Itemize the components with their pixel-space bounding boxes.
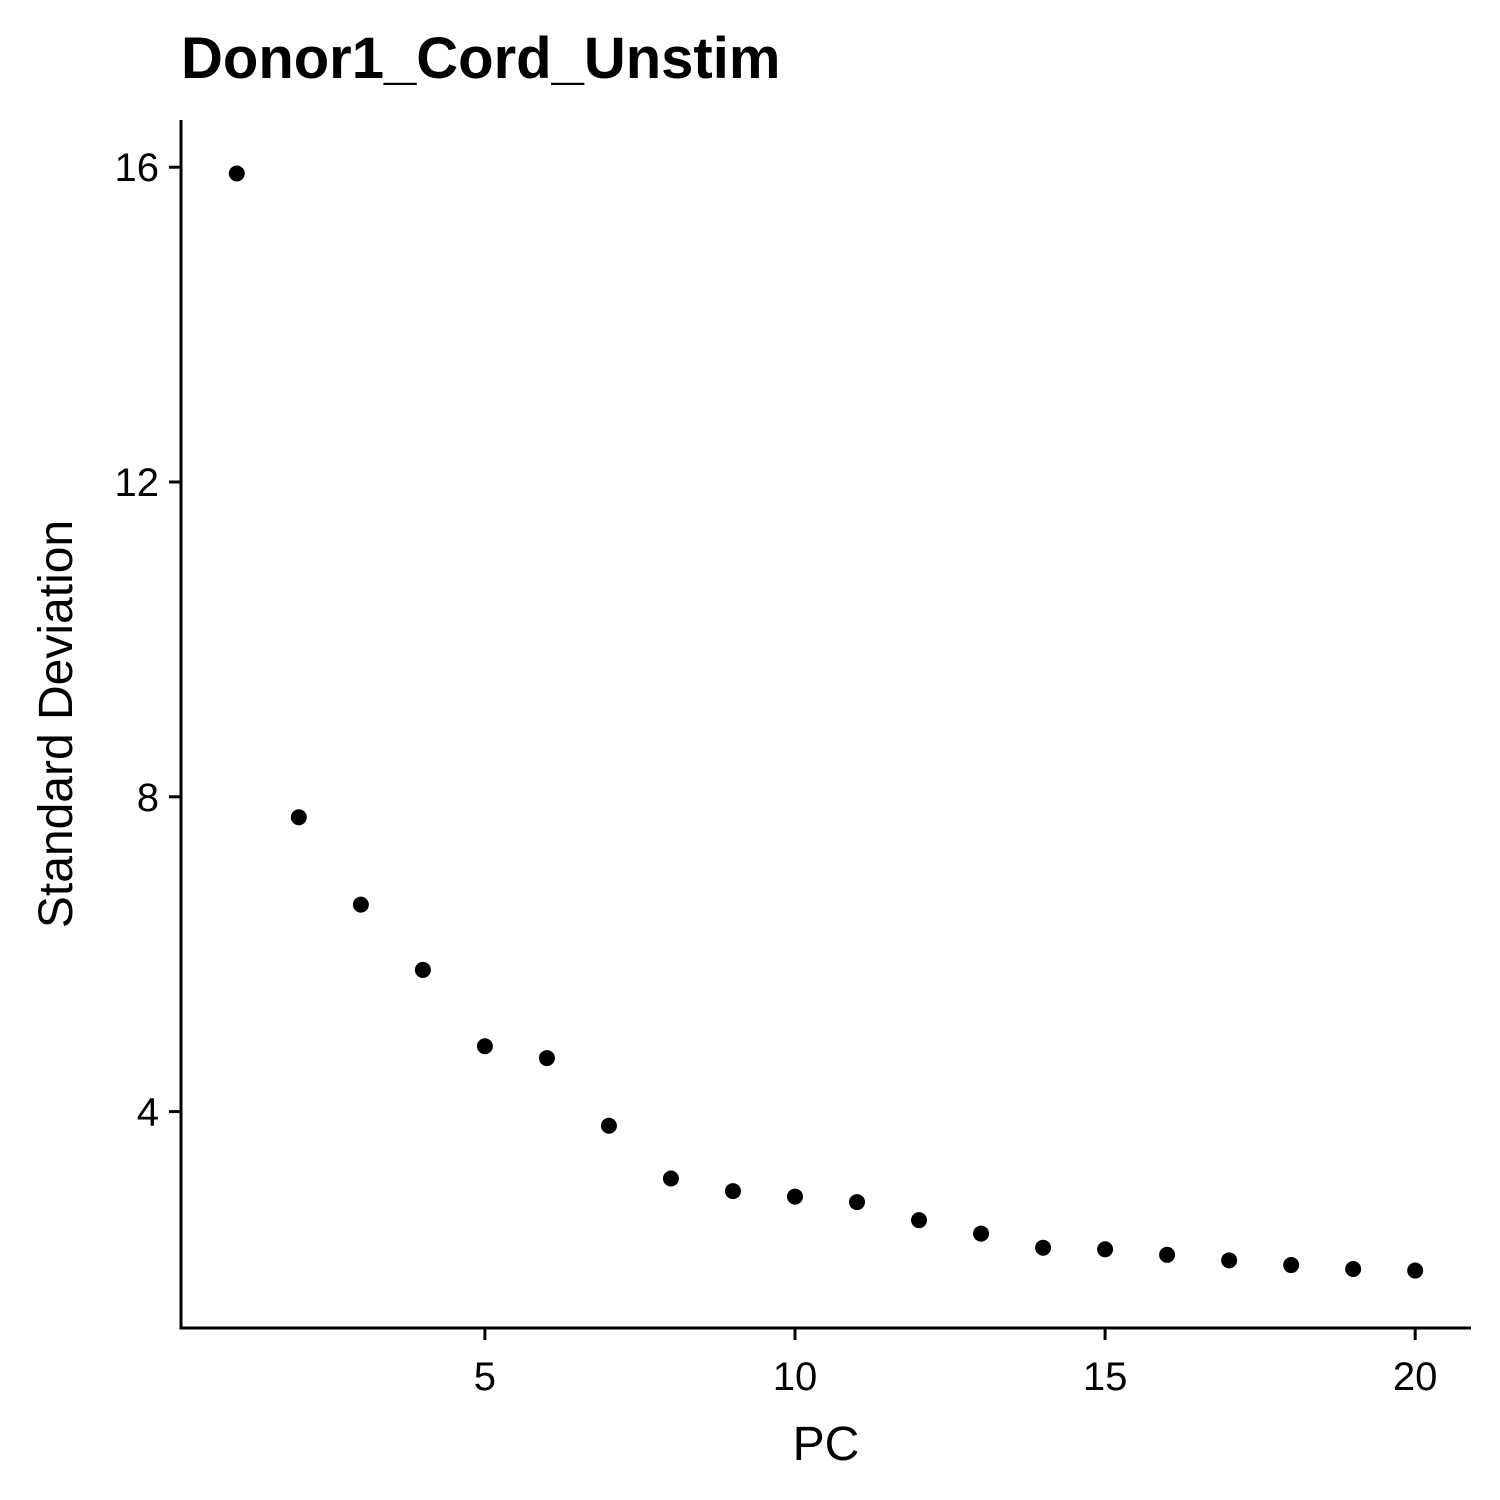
data-point (973, 1225, 990, 1242)
data-point (290, 809, 307, 826)
data-point (352, 896, 369, 913)
data-point (1097, 1241, 1114, 1258)
x-axis-ticks: 5 10 15 20 (474, 1328, 1438, 1399)
data-point (1035, 1239, 1052, 1256)
data-point (662, 1170, 679, 1187)
y-tick-label: 4 (137, 1091, 159, 1135)
data-point (1159, 1246, 1176, 1263)
data-point (786, 1188, 803, 1205)
y-tick-label: 8 (137, 776, 159, 820)
data-point (600, 1117, 617, 1134)
x-tick-label: 5 (474, 1355, 496, 1399)
data-point (1407, 1262, 1424, 1279)
data-point (849, 1194, 866, 1211)
y-tick-label: 12 (115, 461, 160, 505)
x-tick-label: 15 (1083, 1355, 1128, 1399)
data-point (911, 1212, 928, 1229)
data-point (538, 1050, 555, 1067)
chart-title: Donor1_Cord_Unstim (181, 26, 780, 91)
y-axis-ticks: 4 8 12 16 (115, 146, 181, 1135)
plot-area (228, 165, 1424, 1279)
x-axis-title: PC (793, 1418, 860, 1471)
data-point (1283, 1257, 1300, 1274)
data-point (414, 961, 431, 978)
x-tick-label: 10 (773, 1355, 818, 1399)
y-axis-title: Standard Deviation (30, 520, 83, 928)
data-point (1345, 1260, 1362, 1277)
data-point (476, 1038, 493, 1055)
y-tick-label: 16 (115, 146, 160, 190)
data-point (228, 165, 245, 182)
data-point (1221, 1252, 1238, 1269)
data-point (724, 1183, 741, 1200)
x-tick-label: 20 (1393, 1355, 1438, 1399)
